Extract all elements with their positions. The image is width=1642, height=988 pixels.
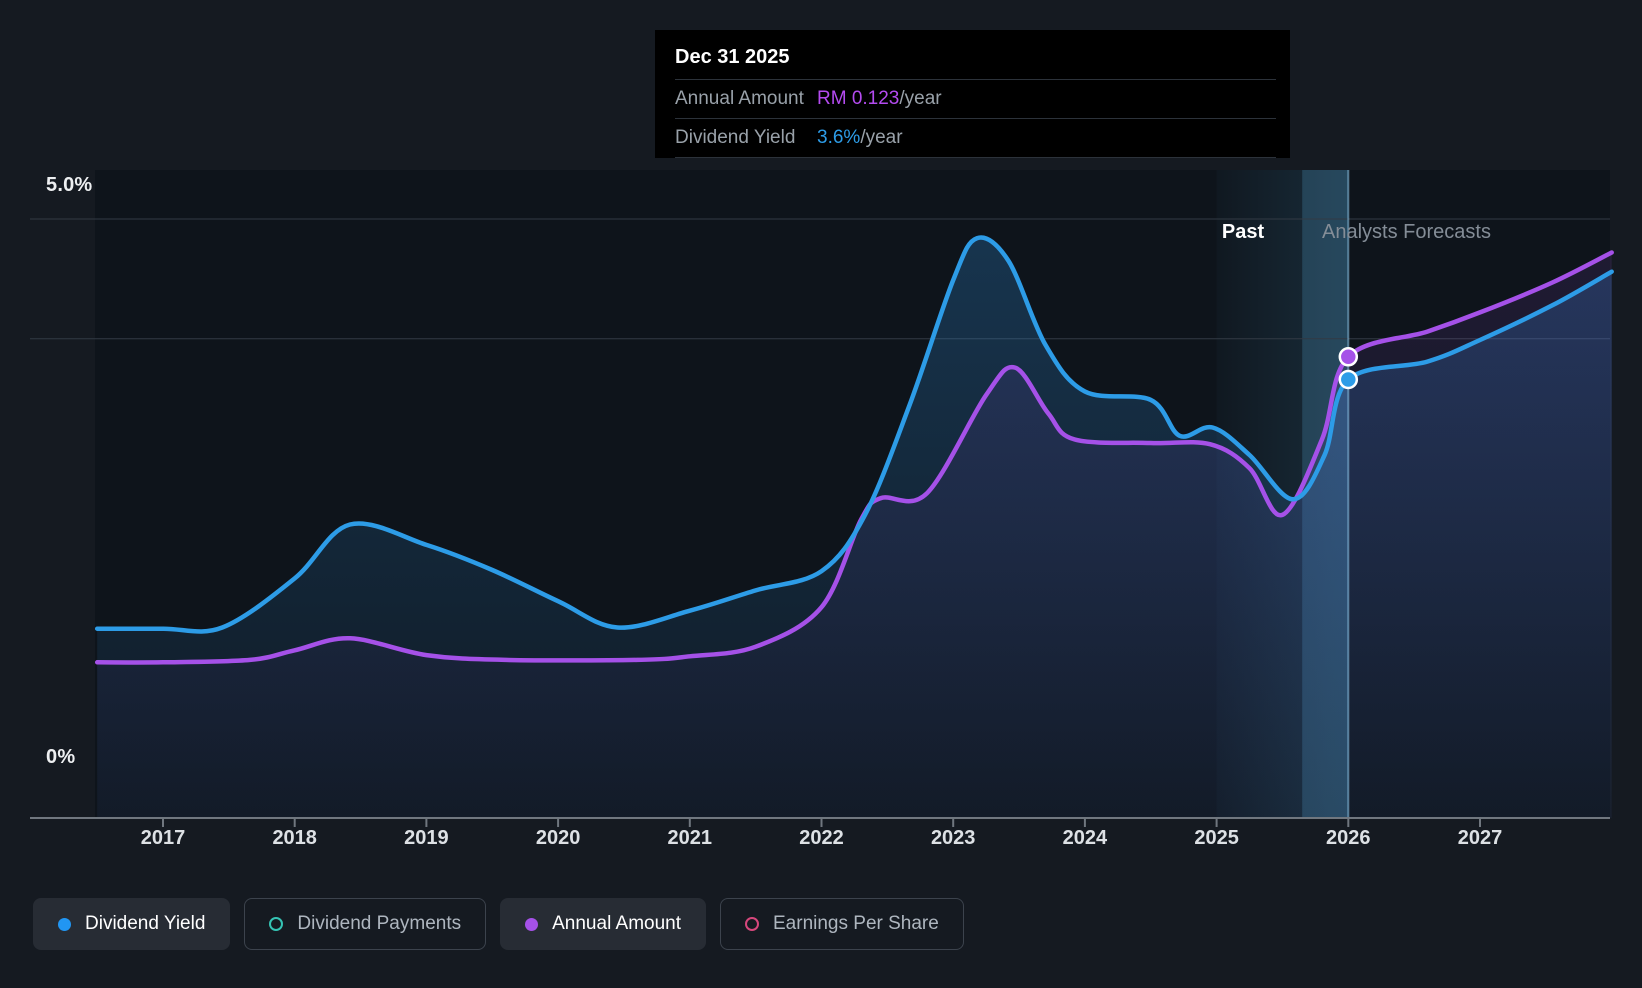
tooltip-rows: Annual Amount RM 0.123 /year Dividend Yi… [655, 79, 1290, 158]
dividend-yield-line [94, 235, 1614, 634]
x-axis-label: 2024 [1062, 827, 1108, 849]
tooltip-label: Dividend Yield [675, 127, 796, 148]
cursor-marker [1338, 347, 1359, 367]
tooltip-value: RM 0.123 [817, 88, 900, 109]
x-axis-label: 2025 [1194, 827, 1239, 849]
legend-label: Earnings Per Share [773, 913, 939, 934]
x-axis-label: 2023 [930, 827, 976, 849]
annual-amount-line [94, 250, 1614, 665]
tooltip-value: 3.6% [817, 127, 861, 148]
x-axis-label: 2026 [1326, 827, 1371, 849]
dividend-payments-marker-icon [269, 917, 284, 931]
past-label: Past [1221, 221, 1265, 243]
x-axis-label: 2020 [535, 827, 581, 849]
legend-label: Dividend Payments [297, 913, 462, 934]
cursor-marker [1338, 369, 1359, 390]
x-axis-label: 2019 [404, 827, 449, 849]
tooltip-suffix: /year [860, 127, 903, 148]
earnings-per-share-marker-icon [745, 917, 759, 931]
y-axis-label-top: 5.0% [46, 174, 93, 196]
legend-item-earnings-per-share[interactable]: Earnings Per Share [720, 898, 964, 950]
legend: Dividend Yield Dividend Payments Annual … [33, 898, 964, 950]
tooltip-label: Annual Amount [675, 88, 804, 109]
legend-label: Annual Amount [552, 913, 681, 934]
tooltip-suffix: /year [899, 88, 942, 109]
legend-item-annual-amount[interactable]: Annual Amount [500, 898, 706, 950]
x-axis-label: 2027 [1457, 827, 1503, 849]
x-axis-label: 2022 [799, 827, 844, 849]
annual-amount-marker-icon [525, 917, 539, 931]
legend-label: Dividend Yield [85, 913, 206, 934]
y-axis-label-bottom: 0% [46, 746, 76, 768]
x-axis-label: 2017 [140, 827, 186, 849]
dividend-yield-marker-icon [58, 917, 71, 931]
tooltip-row-dividend-yield: Dividend Yield 3.6% /year [675, 118, 1276, 158]
legend-item-dividend-payments[interactable]: Dividend Payments [244, 898, 487, 950]
tooltip-date: Dec 31 2025 [675, 46, 790, 68]
legend-item-dividend-yield[interactable]: Dividend Yield [33, 898, 231, 950]
x-axis-label: 2021 [667, 827, 713, 849]
forecasts-label: Analysts Forecasts [1322, 221, 1491, 243]
x-axis-label: 2018 [272, 827, 317, 849]
tooltip-row-annual-amount: Annual Amount RM 0.123 /year [675, 79, 1276, 118]
chart-tooltip: Dec 31 2025 Annual Amount RM 0.123 /year… [655, 30, 1290, 158]
